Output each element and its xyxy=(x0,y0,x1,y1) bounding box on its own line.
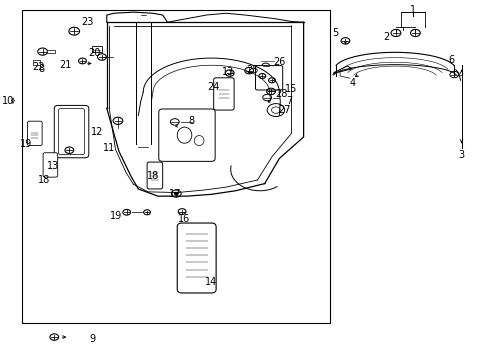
Text: 19: 19 xyxy=(20,139,33,149)
FancyBboxPatch shape xyxy=(27,121,42,145)
Text: 25: 25 xyxy=(246,64,258,75)
Text: 3: 3 xyxy=(458,150,464,160)
Bar xyxy=(33,60,40,64)
Text: 5: 5 xyxy=(331,28,338,38)
Text: 13: 13 xyxy=(47,161,60,171)
Text: 26: 26 xyxy=(273,57,285,67)
Text: 8: 8 xyxy=(188,116,195,126)
FancyBboxPatch shape xyxy=(213,78,234,110)
Text: 1: 1 xyxy=(409,5,415,15)
Text: 28: 28 xyxy=(275,89,287,99)
FancyBboxPatch shape xyxy=(177,223,216,293)
FancyBboxPatch shape xyxy=(255,66,282,90)
Circle shape xyxy=(174,192,178,195)
Text: 24: 24 xyxy=(207,82,220,92)
Text: 19: 19 xyxy=(110,211,122,221)
Text: 16: 16 xyxy=(178,215,190,224)
Text: 27: 27 xyxy=(277,105,290,115)
Text: 4: 4 xyxy=(348,78,355,88)
FancyBboxPatch shape xyxy=(147,162,163,189)
Text: 20: 20 xyxy=(88,48,101,58)
Text: 18: 18 xyxy=(146,171,159,181)
Text: 10: 10 xyxy=(2,96,14,106)
Text: 17: 17 xyxy=(168,189,181,199)
Text: 15: 15 xyxy=(285,84,297,94)
Text: 6: 6 xyxy=(448,55,454,65)
Text: 18: 18 xyxy=(38,175,50,185)
Bar xyxy=(21,10,330,323)
Text: 23: 23 xyxy=(81,17,93,27)
Text: 13: 13 xyxy=(222,67,234,77)
Text: 11: 11 xyxy=(103,143,115,153)
Text: 2: 2 xyxy=(382,32,388,41)
Text: 14: 14 xyxy=(205,277,217,287)
Bar xyxy=(47,50,55,53)
Text: 8: 8 xyxy=(38,64,44,74)
Text: 22: 22 xyxy=(32,62,45,72)
Text: 12: 12 xyxy=(91,127,103,136)
Text: 21: 21 xyxy=(59,60,72,70)
FancyBboxPatch shape xyxy=(43,153,58,177)
Bar xyxy=(92,46,102,51)
Text: 9: 9 xyxy=(89,333,95,343)
Text: 7: 7 xyxy=(285,96,291,106)
